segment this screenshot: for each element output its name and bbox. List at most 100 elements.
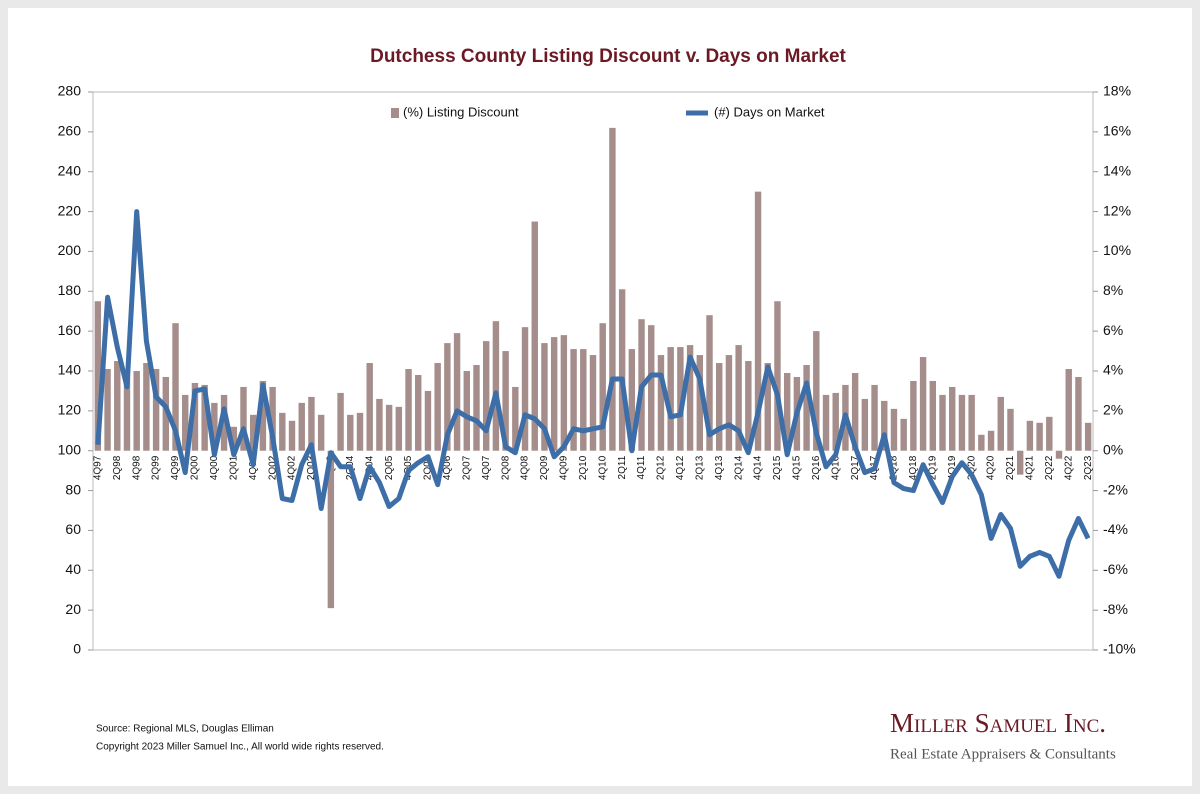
bar [473,365,480,451]
logo-tagline: Real Estate Appraisers & Consultants [890,746,1116,762]
bar [337,392,344,451]
bar [395,406,403,451]
bar [832,392,839,451]
bar [172,323,179,451]
bar [735,345,742,451]
y2-tick-label: -8% [1103,601,1128,617]
bar [580,349,587,451]
y-tick-label: 20 [65,601,81,617]
bar [618,289,626,451]
y2-tick-label: 12% [1103,202,1131,218]
bar [706,315,713,451]
y-tick-label: 120 [58,402,82,418]
bar [978,434,985,451]
x-tick-label: 4Q19 [947,455,958,480]
x-tick-label: 2Q07 [461,455,472,480]
bar [900,418,907,451]
x-tick-label: 4Q02 [287,455,298,480]
y2-tick-label: -6% [1103,561,1128,577]
bar [220,394,228,451]
bar [279,412,286,451]
x-tick-label: 2Q10 [578,455,589,480]
logo-name: Miller Samuel Inc. [890,708,1106,738]
bar [1055,450,1063,459]
legend-swatch [391,108,399,118]
x-tick-label: 2Q05 [384,455,395,480]
y-tick-label: 280 [58,83,82,99]
x-tick-label: 2Q08 [500,455,511,480]
bar [512,386,519,451]
x-tick-label: 2Q17 [850,455,861,480]
bar [483,341,490,451]
bar [609,127,616,451]
bar [686,345,694,451]
bar [570,349,577,451]
bar [919,357,927,451]
x-tick-label: 2Q09 [539,455,550,480]
bar [764,363,771,451]
x-tick-label: 2Q20 [966,455,977,480]
bar [230,426,237,451]
x-tick-label: 2Q03 [306,455,317,480]
bar [502,351,509,451]
y2-tick-label: 0% [1103,441,1123,457]
y-tick-label: 240 [58,162,82,178]
bar [308,396,315,451]
y2-tick-label: 14% [1103,162,1131,178]
bar [269,386,276,451]
bar [444,343,451,451]
bar [745,361,752,451]
bar [997,396,1004,451]
y2-tick-label: 8% [1103,282,1123,298]
x-tick-label: 2Q99 [151,455,162,480]
bar [376,398,383,451]
bar [599,323,606,451]
y-tick-label: 180 [58,282,82,298]
bar [550,337,558,451]
bar [424,390,432,451]
bar [754,191,762,451]
x-tick-label: 2Q98 [112,455,123,480]
bar [492,321,500,451]
bar [648,325,655,451]
x-tick-label: 2Q18 [889,455,900,480]
y2-tick-label: -2% [1103,481,1128,497]
x-tick-label: 2Q16 [811,455,822,480]
bar [813,331,820,451]
bar [1046,416,1053,451]
y-tick-label: 80 [65,481,81,497]
y-tick-label: 200 [58,242,82,258]
x-tick-label: 2Q00 [190,455,201,480]
bar [240,386,247,451]
x-tick-label: 2Q11 [617,455,628,479]
bar [463,371,470,451]
bar [405,369,412,451]
x-tick-label: 4Q08 [520,455,531,480]
bar [347,414,354,451]
y-tick-label: 60 [65,521,81,537]
y2-tick-label: 2% [1103,402,1123,418]
bar [1036,422,1043,451]
x-tick-label: 2Q21 [1005,455,1016,480]
bar [249,414,257,451]
bar [725,355,733,451]
x-tick-label: 2Q01 [228,455,239,480]
bar [541,343,548,451]
bar [123,371,131,451]
bar [143,363,150,451]
x-tick-label: 4Q16 [830,455,841,480]
line [95,209,1091,579]
x-tick-label: 4Q99 [170,455,181,480]
bar [822,394,830,451]
bar [958,394,966,451]
bar [716,363,723,451]
bar [211,402,218,451]
bar [182,394,189,451]
bar [298,402,305,451]
bar [851,372,859,451]
y-tick-label: 40 [65,561,81,577]
y2-tick-label: -10% [1103,641,1136,657]
y2-tick-label: -4% [1103,521,1128,537]
